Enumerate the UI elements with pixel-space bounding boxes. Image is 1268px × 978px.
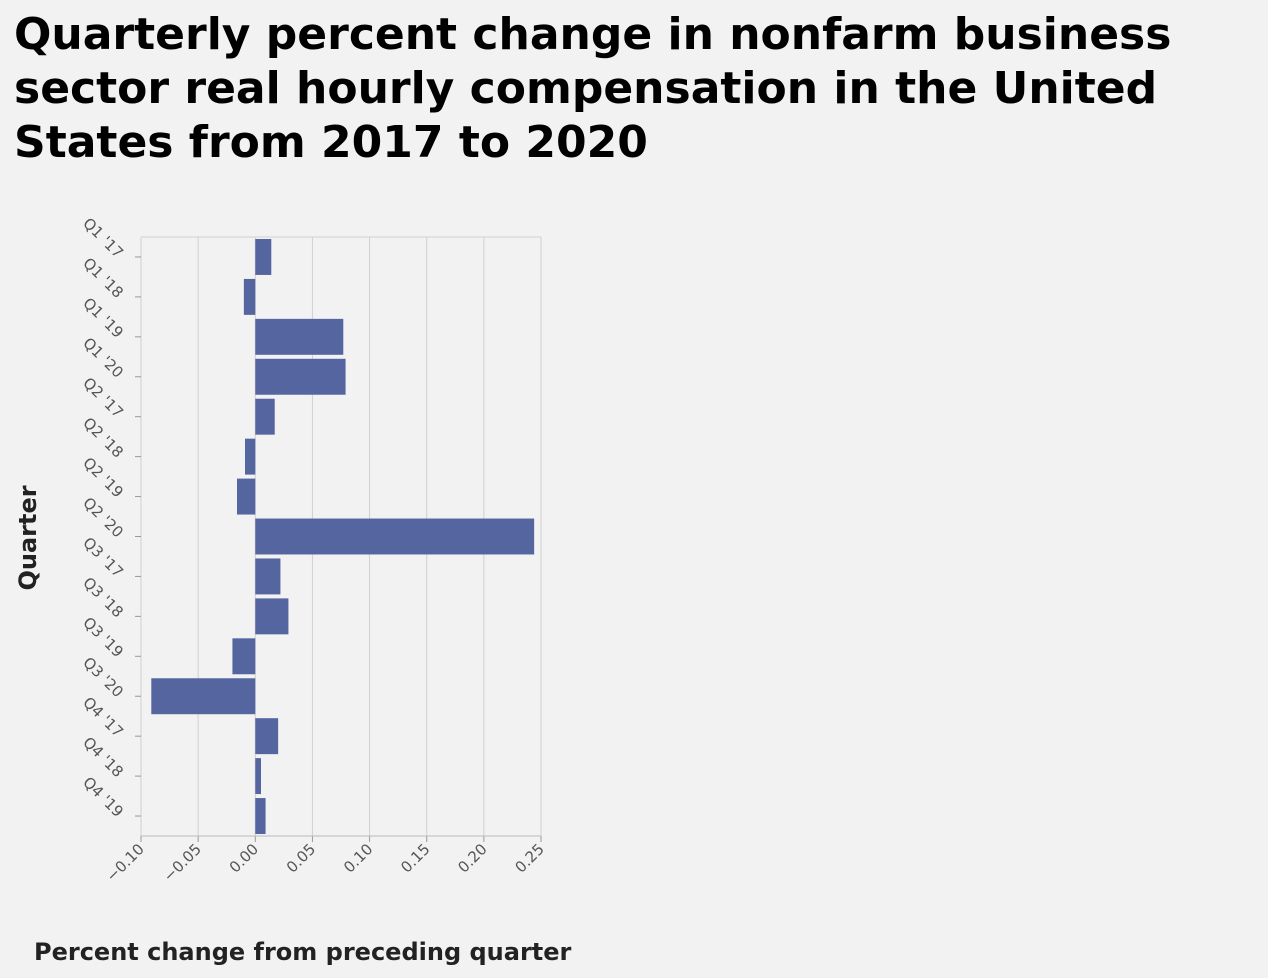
x-axis-title: Percent change from preceding quarter (34, 938, 572, 966)
bar (255, 558, 281, 595)
bar (255, 798, 266, 835)
y-tick-label: Q1 '18 (79, 254, 127, 302)
x-axis: −0.10 −0.05 0.00 0.05 0.10 0.15 0.20 0.25 (103, 835, 548, 885)
y-tick-label: Q2 '17 (79, 374, 127, 422)
bar (255, 758, 261, 795)
bar (255, 518, 535, 555)
x-tick-label: 0.05 (283, 840, 319, 876)
x-tick-label: 0.20 (454, 840, 490, 876)
bar (255, 358, 346, 395)
x-tick-label: 0.15 (397, 840, 433, 876)
bar (255, 318, 344, 355)
x-tick-label: −0.05 (160, 840, 205, 885)
chart-title: Quarterly percent change in nonfarm busi… (14, 9, 1172, 168)
bar (255, 398, 275, 435)
y-tick-label: Q4 '18 (79, 733, 127, 781)
bar (237, 478, 256, 515)
bars (151, 238, 535, 835)
y-axis-title: Quarter (14, 485, 42, 590)
y-tick-label: Q1 '19 (79, 294, 127, 342)
y-tick-label: Q3 '20 (79, 653, 127, 701)
y-tick-label: Q3 '17 (79, 534, 127, 582)
x-tick-label: 0.00 (226, 840, 262, 876)
x-tick-label: 0.25 (511, 840, 547, 876)
bar (151, 678, 256, 715)
y-tick-label: Q2 '18 (79, 414, 127, 462)
x-tick-label: −0.10 (103, 840, 148, 885)
bar (232, 638, 256, 675)
bar (255, 718, 279, 755)
bar (245, 438, 256, 475)
y-tick-label: Q4 '17 (79, 693, 127, 741)
y-tick-label: Q4 '19 (79, 773, 127, 821)
bar (255, 598, 289, 635)
y-tick-label: Q2 '19 (79, 454, 127, 502)
bar (243, 278, 256, 315)
y-tick-label: Q1 '20 (79, 334, 127, 382)
y-tick-label: Q3 '19 (79, 614, 127, 662)
x-tick-label: 0.10 (340, 840, 376, 876)
y-tick-label: Q3 '18 (79, 574, 127, 622)
y-tick-label: Q2 '20 (79, 494, 127, 542)
y-tick-label: Q1 '17 (79, 214, 127, 262)
bar (255, 238, 272, 275)
